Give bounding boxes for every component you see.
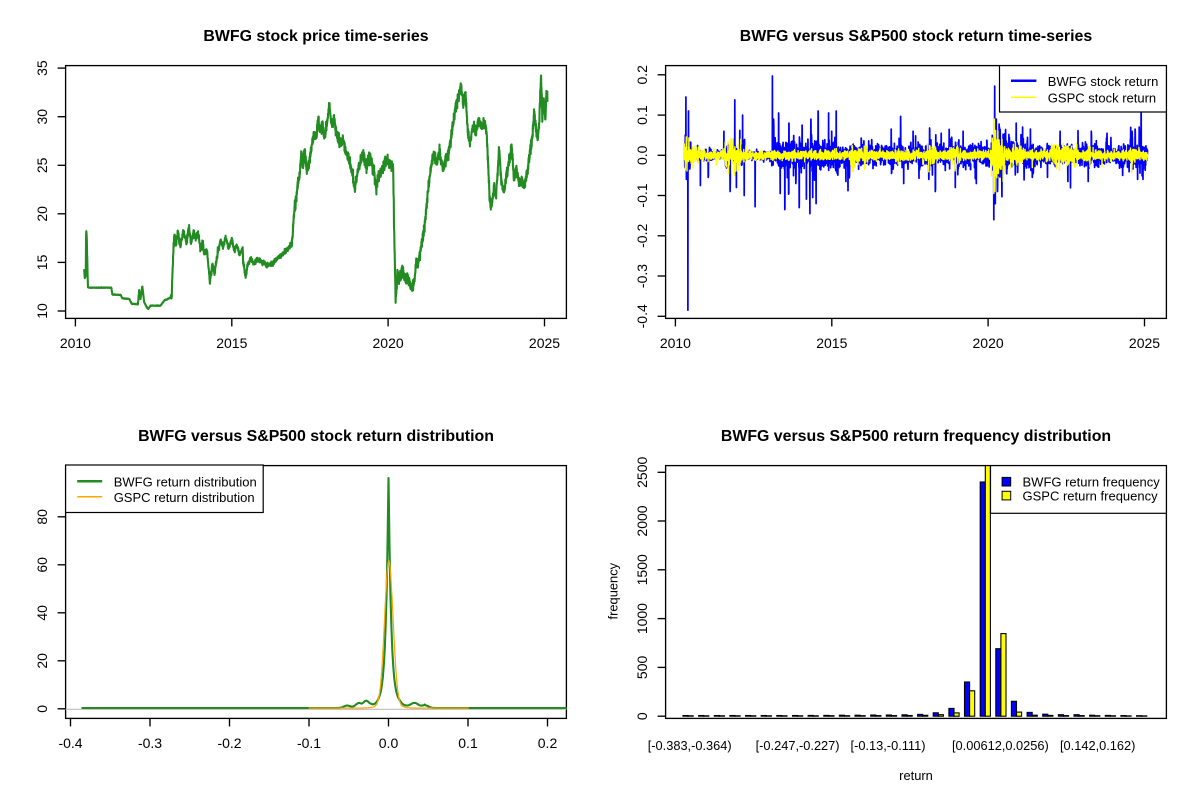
svg-text:-0.2: -0.2 (217, 735, 241, 751)
svg-text:GSPC stock return: GSPC stock return (1048, 91, 1156, 106)
svg-text:-0.4: -0.4 (634, 304, 650, 328)
svg-text:[-0.383,-0.364): [-0.383,-0.364) (648, 738, 732, 753)
svg-text:0.1: 0.1 (634, 105, 650, 125)
svg-text:0: 0 (34, 705, 50, 713)
svg-text:-0.1: -0.1 (297, 735, 321, 751)
svg-text:GSPC return frequency: GSPC return frequency (1023, 489, 1159, 504)
svg-text:2015: 2015 (216, 335, 247, 351)
svg-text:frequency: frequency (606, 562, 621, 619)
svg-text:BWFG versus S&P500 return freq: BWFG versus S&P500 return frequency dist… (721, 428, 1111, 445)
svg-text:[-0.247,-0.227): [-0.247,-0.227) (756, 738, 840, 753)
svg-text:10: 10 (34, 303, 50, 319)
svg-text:2020: 2020 (373, 335, 404, 351)
svg-text:2000: 2000 (634, 505, 650, 536)
svg-text:BWFG return frequency: BWFG return frequency (1023, 475, 1161, 490)
svg-text:-0.3: -0.3 (138, 735, 162, 751)
svg-text:1500: 1500 (634, 554, 650, 585)
svg-text:2025: 2025 (1129, 335, 1160, 351)
svg-text:20: 20 (34, 206, 50, 222)
svg-text:BWFG stock price time-series: BWFG stock price time-series (203, 28, 428, 45)
svg-text:80: 80 (34, 509, 50, 525)
svg-text:BWFG return distribution: BWFG return distribution (114, 475, 257, 490)
svg-text:-0.4: -0.4 (58, 735, 82, 751)
svg-text:-0.2: -0.2 (634, 224, 650, 248)
svg-text:0.1: 0.1 (458, 735, 478, 751)
svg-text:15: 15 (34, 254, 50, 270)
svg-text:2020: 2020 (973, 335, 1004, 351)
svg-text:0: 0 (634, 712, 650, 720)
svg-text:40: 40 (34, 605, 50, 621)
svg-text:2025: 2025 (529, 335, 560, 351)
svg-text:500: 500 (634, 656, 650, 680)
svg-text:35: 35 (34, 60, 50, 76)
svg-text:2010: 2010 (60, 335, 91, 351)
svg-text:0.0: 0.0 (379, 735, 399, 751)
svg-text:BWFG versus S&P500 stock retur: BWFG versus S&P500 stock return time-ser… (740, 28, 1093, 45)
svg-text:25: 25 (34, 157, 50, 173)
svg-text:0.2: 0.2 (538, 735, 558, 751)
svg-text:2015: 2015 (816, 335, 847, 351)
svg-text:2010: 2010 (660, 335, 691, 351)
svg-text:BWFG stock return: BWFG stock return (1048, 74, 1159, 89)
svg-text:20: 20 (34, 653, 50, 669)
svg-text:[0.142,0.162): [0.142,0.162) (1060, 738, 1135, 753)
svg-text:GSPC return distribution: GSPC return distribution (114, 490, 255, 505)
svg-text:-0.3: -0.3 (634, 264, 650, 288)
svg-text:return: return (899, 768, 933, 783)
svg-text:30: 30 (34, 109, 50, 125)
svg-text:BWFG versus S&P500 stock retur: BWFG versus S&P500 stock return distribu… (138, 428, 494, 445)
svg-text:1000: 1000 (634, 603, 650, 634)
svg-text:-0.1: -0.1 (634, 183, 650, 207)
svg-text:[-0.13,-0.111): [-0.13,-0.111) (851, 738, 926, 753)
svg-text:0.0: 0.0 (634, 145, 650, 165)
svg-text:60: 60 (34, 557, 50, 573)
svg-text:0.2: 0.2 (634, 65, 650, 85)
svg-text:[0.00612,0.0256): [0.00612,0.0256) (952, 738, 1049, 753)
svg-text:2500: 2500 (634, 457, 650, 488)
